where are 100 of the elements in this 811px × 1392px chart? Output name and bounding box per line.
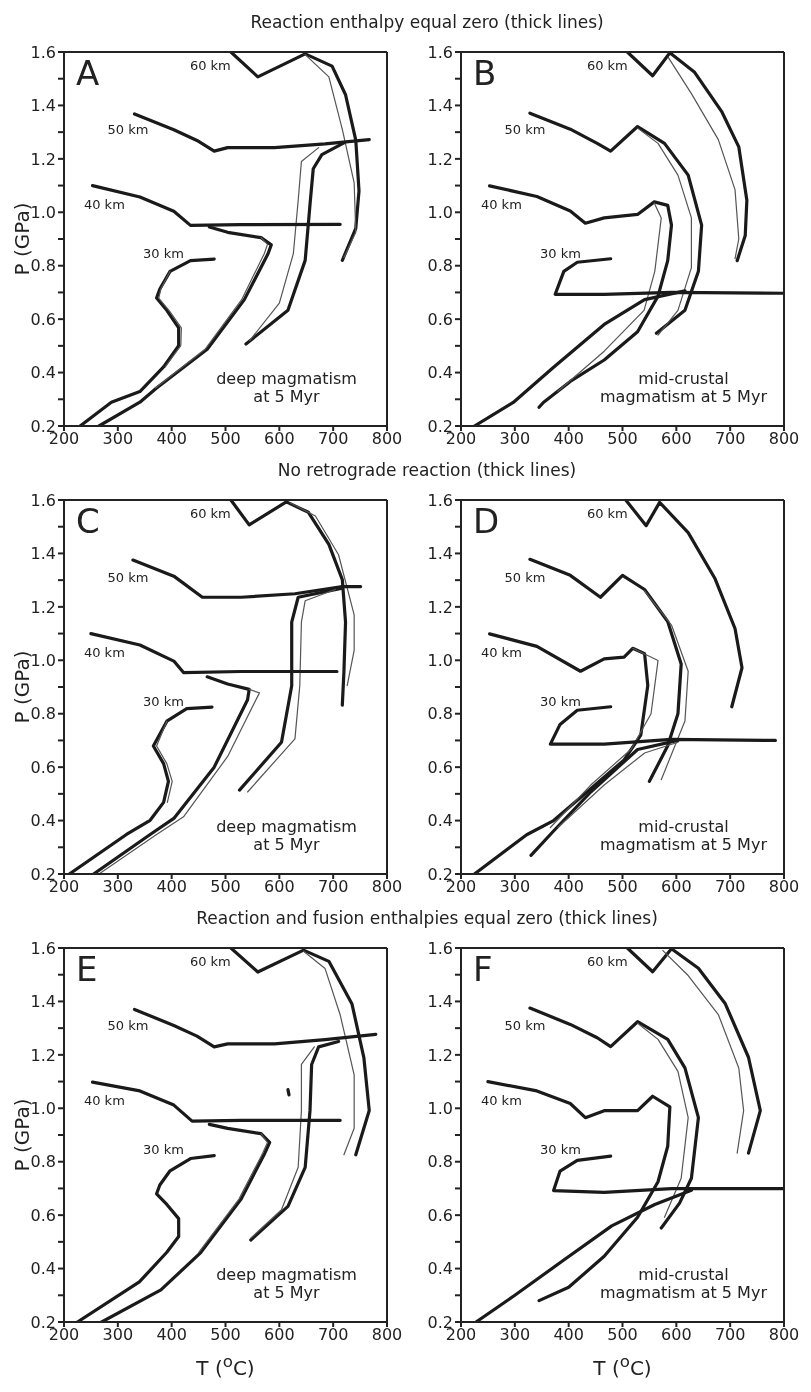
x-tick-label: 800: [768, 429, 800, 449]
x-axis-title: T ($^{o}$C): [195, 1352, 256, 1380]
y-tick-label: 1.4: [30, 544, 56, 564]
text: No retrograde reaction (thick lines): [276, 459, 578, 482]
x-tick-label: 500: [210, 1325, 241, 1345]
annotation: 60 km: [189, 953, 231, 969]
x-axis-title: T ($^{o}$C): [592, 1352, 653, 1380]
y-tick-label: 0.4: [427, 1259, 453, 1279]
annotation: E: [76, 949, 98, 989]
y-tick-label: 0.6: [30, 309, 56, 329]
annotation: F: [473, 949, 493, 989]
annotation: deep magmatism at 5 Myr: [215, 369, 358, 407]
annotation: 60 km: [586, 57, 628, 73]
x-tick-label: 800: [768, 877, 800, 897]
x-tick-label: 400: [156, 429, 187, 449]
y-tick-label: 0.4: [30, 811, 56, 831]
y-tick-label: 1.0: [427, 650, 453, 670]
annotation: mid-crustal magmatism at 5 Myr: [599, 1265, 768, 1303]
annotation: mid-crustal magmatism at 5 Myr: [599, 369, 768, 407]
x-tick-label: 600: [264, 429, 295, 449]
annotation: 50 km: [504, 121, 546, 137]
y-tick-label: 0.6: [427, 309, 453, 329]
y-tick-label: 1.4: [427, 992, 453, 1012]
annotation: 40 km: [480, 644, 522, 660]
annotation: 30 km: [143, 245, 184, 261]
annotation: 60 km: [586, 953, 628, 969]
y-tick-label: 1.6: [30, 42, 56, 62]
x-tick-label: 800: [371, 877, 403, 897]
x-tick-label: 700: [714, 429, 746, 449]
y-tick-label: 1.0: [427, 202, 453, 222]
y-tick-label: 0.8: [427, 1152, 453, 1172]
y-tick-label: 1.2: [427, 149, 453, 169]
annotation: C: [76, 501, 100, 541]
x-tick-label: 400: [156, 877, 187, 897]
x-tick-label: 800: [371, 1325, 403, 1345]
y-tick-label: 1.4: [427, 96, 453, 116]
y-tick-label: 1.2: [427, 1045, 453, 1065]
y-tick-label: 0.4: [427, 363, 453, 383]
x-tick-label: 300: [499, 429, 531, 449]
y-tick-label: 0.8: [427, 704, 453, 724]
annotation: 30 km: [143, 1141, 184, 1157]
y-tick-label: 1.2: [30, 597, 56, 617]
x-tick-label: 300: [499, 1325, 531, 1345]
x-tick-label: 700: [317, 1325, 349, 1345]
y-tick-label: 0.6: [30, 1205, 56, 1225]
annotation: 30 km: [540, 245, 581, 261]
x-tick-label: 400: [553, 1325, 584, 1345]
annotation: deep magmatism at 5 Myr: [215, 817, 358, 855]
y-tick-label: 1.6: [30, 938, 56, 958]
y-tick-label: 1.0: [427, 1098, 453, 1118]
x-tick-label: 700: [317, 429, 349, 449]
annotation: 40 km: [480, 1092, 522, 1108]
x-tick-label: 700: [714, 1325, 746, 1345]
annotation: 50 km: [107, 121, 149, 137]
annotation: 40 km: [83, 644, 125, 660]
annotation: 30 km: [540, 693, 581, 709]
y-tick-label: 0.6: [30, 757, 56, 777]
x-tick-label: 600: [264, 877, 295, 897]
x-tick-label: 500: [210, 877, 241, 897]
y-tick-label: 0.4: [30, 363, 56, 383]
x-tick-label: 700: [714, 877, 746, 897]
x-tick-label: 500: [607, 1325, 638, 1345]
y-tick-label: 0.6: [427, 1205, 453, 1225]
x-tick-label: 800: [371, 429, 403, 449]
text: Reaction enthalpy equal zero (thick lines): [249, 11, 605, 34]
x-tick-label: 500: [607, 877, 638, 897]
annotation: 30 km: [143, 693, 184, 709]
y-tick-label: 1.4: [427, 544, 453, 564]
annotation: 50 km: [504, 1017, 546, 1033]
x-tick-label: 300: [102, 1325, 134, 1345]
x-tick-label: 400: [156, 1325, 187, 1345]
annotation: mid-crustal magmatism at 5 Myr: [599, 817, 768, 855]
annotation: 60 km: [189, 505, 231, 521]
x-tick-label: 600: [661, 1325, 692, 1345]
annotation: 30 km: [540, 1141, 581, 1157]
annotation: 50 km: [504, 569, 546, 585]
y-tick-label: 1.6: [427, 42, 453, 62]
y-tick-label: 1.6: [30, 490, 56, 510]
y-tick-label: 1.2: [427, 597, 453, 617]
text: Reaction and fusion enthalpies equal zero (thick lines): [195, 907, 659, 930]
annotation: 50 km: [107, 569, 149, 585]
annotation: 40 km: [83, 1092, 125, 1108]
x-tick-label: 300: [102, 877, 134, 897]
y-tick-label: 0.4: [427, 811, 453, 831]
x-tick-label: 800: [768, 1325, 800, 1345]
y-tick-label: 1.4: [30, 96, 56, 116]
annotation: A: [76, 53, 100, 93]
x-tick-label: 700: [317, 877, 349, 897]
annotation: 40 km: [480, 196, 522, 212]
annotation: D: [473, 501, 500, 541]
y-tick-label: 0.6: [427, 757, 453, 777]
x-tick-label: 400: [553, 429, 584, 449]
x-tick-label: 600: [264, 1325, 295, 1345]
x-tick-label: 600: [661, 429, 692, 449]
y-tick-label: 1.6: [427, 938, 453, 958]
x-tick-label: 500: [210, 429, 241, 449]
annotation: deep magmatism at 5 Myr: [215, 1265, 358, 1303]
annotation: B: [473, 53, 497, 93]
annotation: 40 km: [83, 196, 125, 212]
annotation: 60 km: [189, 57, 231, 73]
